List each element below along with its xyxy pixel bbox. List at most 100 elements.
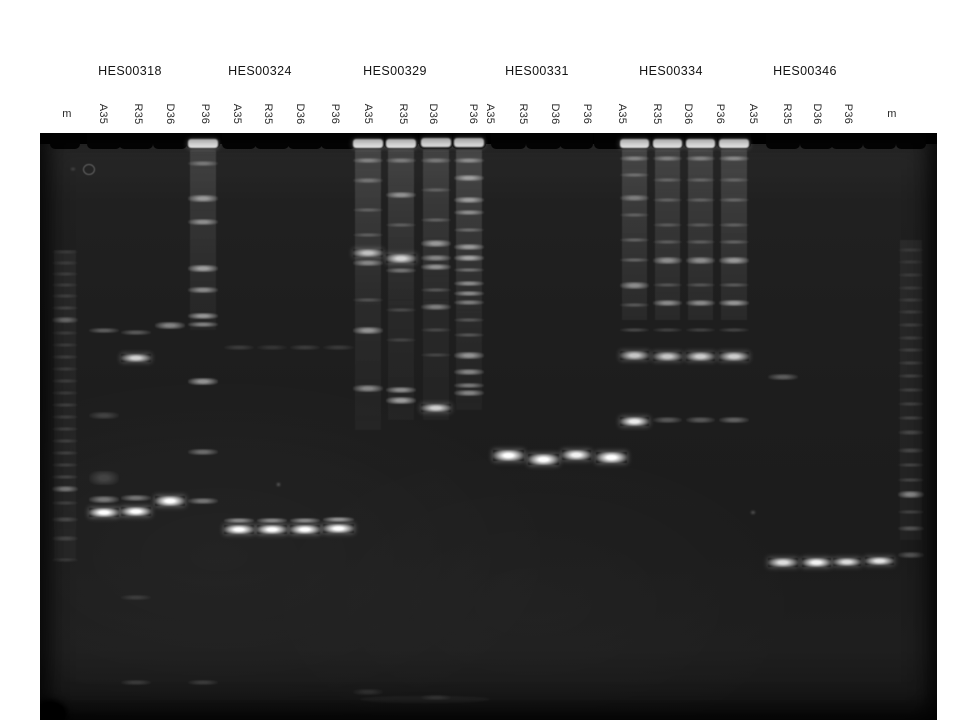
artifact-dot: [751, 510, 755, 514]
dna-band: [685, 300, 715, 306]
dna-band: [52, 463, 78, 467]
dna-band: [619, 195, 649, 201]
well-slot: [799, 133, 833, 149]
dna-band: [619, 238, 649, 242]
gel-lane-329-A35: [351, 133, 385, 720]
dna-band: [421, 188, 451, 192]
dna-band: [290, 344, 320, 350]
lane-smear: [388, 150, 414, 300]
artifact-ring: [83, 163, 95, 175]
dna-band: [685, 138, 715, 148]
dna-band: [898, 323, 924, 327]
gel-lane-324-D36: [288, 133, 322, 720]
lane-smear: [355, 300, 381, 430]
dna-band: [619, 173, 649, 177]
gel-lane-331-D36: [559, 133, 593, 720]
dna-band: [619, 155, 649, 161]
dna-band: [652, 138, 682, 148]
dna-band: [52, 283, 78, 287]
dna-band: [421, 304, 451, 310]
dna-band: [188, 264, 218, 272]
lane-smear: [621, 150, 647, 320]
lane-smear: [687, 150, 713, 320]
gel-lane-329-D36: [419, 133, 453, 720]
dna-band: [898, 490, 924, 498]
dna-band: [652, 240, 682, 244]
lane-smear: [54, 250, 76, 560]
lane-label: m: [62, 108, 72, 120]
dna-band: [188, 287, 218, 293]
well-slot: [766, 133, 800, 149]
dna-band: [898, 429, 924, 435]
group-label-hes00331: HES00331: [505, 64, 569, 78]
dna-band: [619, 303, 649, 307]
dna-band: [898, 260, 924, 264]
gel-lane-346-R35: [799, 133, 833, 720]
well-slot: [831, 133, 863, 149]
gel-lane-318-D36: [153, 133, 187, 720]
artifact-dot: [276, 482, 280, 486]
dna-band: [719, 178, 749, 182]
lane-label: m: [887, 108, 897, 120]
lane-label: P36: [467, 103, 479, 125]
dna-band: [224, 524, 254, 534]
dna-band: [898, 348, 924, 352]
dna-band: [353, 157, 383, 163]
lane-label: P36: [842, 103, 854, 125]
artifact-smudge: [360, 695, 490, 703]
dna-band: [454, 382, 484, 388]
well-slot: [255, 133, 289, 149]
dna-band: [421, 404, 451, 412]
dna-band: [89, 507, 119, 517]
dna-band: [685, 223, 715, 227]
gel-lane-324-A35: [222, 133, 256, 720]
dna-band: [619, 416, 649, 426]
dna-band: [52, 317, 78, 323]
dna-band: [121, 495, 151, 501]
dna-band: [421, 264, 451, 270]
dna-band: [52, 367, 78, 371]
dna-band: [353, 233, 383, 237]
dna-band: [52, 415, 78, 419]
dna-band: [89, 471, 119, 485]
dna-band: [685, 351, 715, 361]
lane-label: A35: [231, 103, 243, 125]
well-slot: [50, 133, 80, 149]
dna-band: [685, 417, 715, 423]
dna-band: [898, 336, 924, 340]
dna-band: [619, 138, 649, 148]
dna-band: [353, 177, 383, 183]
dna-band: [492, 449, 524, 461]
dna-band: [353, 208, 383, 212]
well-slot: [119, 133, 153, 149]
lane-label: R35: [132, 103, 144, 125]
well-slot: [525, 133, 561, 149]
dna-band: [619, 281, 649, 289]
artifact-blob: [40, 700, 67, 720]
dna-band: [652, 178, 682, 182]
lane-label: A35: [616, 103, 628, 125]
dna-band: [898, 478, 924, 482]
dna-band: [290, 517, 320, 523]
dna-band: [188, 138, 218, 148]
lane-label: R35: [517, 103, 529, 125]
lane-label: D36: [811, 103, 823, 125]
dna-band: [685, 240, 715, 244]
dna-band: [188, 194, 218, 202]
dna-band: [652, 328, 682, 332]
lane-label: D36: [682, 103, 694, 125]
group-label-hes00318: HES00318: [98, 64, 162, 78]
dna-band: [322, 523, 354, 533]
dna-band: [52, 391, 78, 395]
dna-band: [898, 525, 924, 531]
dna-band: [121, 354, 151, 362]
dna-band: [52, 379, 78, 383]
lane-label: R35: [781, 103, 793, 125]
well-slot: [862, 133, 896, 149]
lane-label: D36: [164, 103, 176, 125]
lane-smear: [654, 150, 680, 320]
gel-lane-318-P36: [186, 133, 220, 720]
gel-photo: [40, 133, 937, 720]
dna-band: [386, 192, 416, 198]
dna-band: [421, 218, 451, 222]
